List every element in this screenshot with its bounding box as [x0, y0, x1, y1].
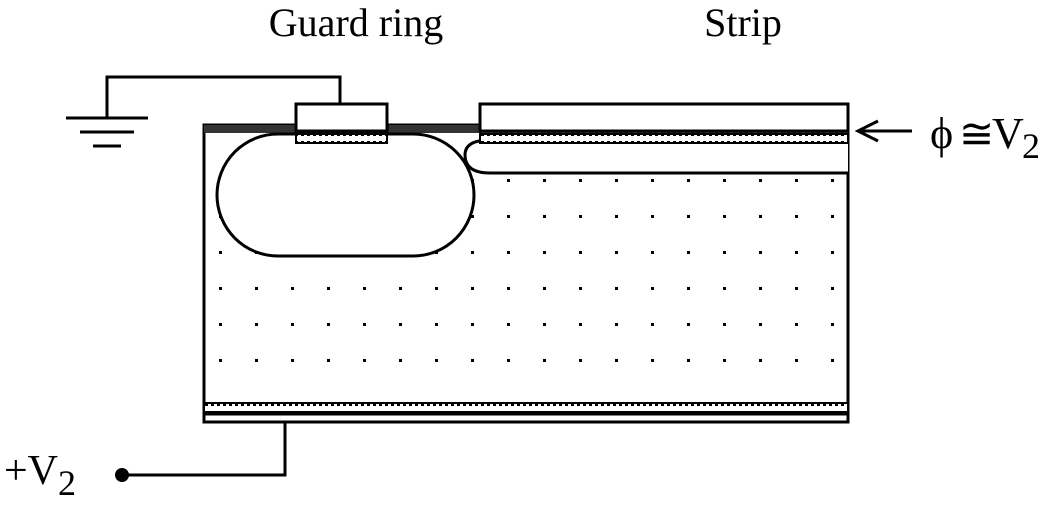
guard-ring-contact — [294, 102, 389, 133]
potential-phi: ϕ — [930, 109, 953, 158]
bias-wire — [122, 422, 287, 477]
guard-ring-label: Guard ring — [269, 0, 443, 45]
strip-implant — [463, 138, 848, 175]
ground-icon — [66, 116, 148, 148]
potential-approx: ≅ — [959, 112, 994, 158]
bias-prefix: +V — [4, 448, 58, 494]
potential-v: V — [992, 109, 1024, 158]
bias-subscript: 2 — [58, 463, 76, 503]
strip-hatch — [479, 133, 849, 144]
guard-ring-hatch — [295, 133, 388, 144]
potential-subscript: 2 — [1022, 126, 1040, 166]
backside-hatch — [203, 402, 849, 413]
terminal-dot-icon — [115, 468, 129, 482]
ground-wire — [105, 75, 342, 118]
strip-label: Strip — [704, 0, 782, 45]
guard-ring-implant — [215, 132, 476, 258]
strip-contact — [478, 102, 850, 133]
arrow-left-icon — [854, 119, 912, 143]
